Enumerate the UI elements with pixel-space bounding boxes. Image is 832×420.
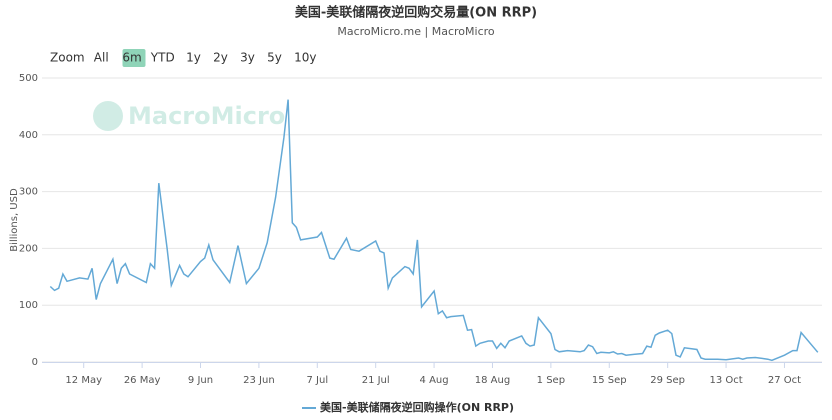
x-tick-label: 26 May [124, 375, 161, 386]
watermark-logo [93, 101, 123, 131]
x-tick-label: 7 Jul [306, 375, 328, 386]
range-button-bg [122, 49, 146, 67]
range-button[interactable]: 3y [240, 51, 255, 65]
series-line [49, 99, 819, 362]
x-tick-label: 27 Oct [768, 375, 801, 386]
x-tick-label: 23 Jun [243, 375, 275, 386]
y-tick-label: 400 [19, 130, 38, 141]
range-button[interactable]: 6m [122, 51, 141, 65]
x-tick-label: 1 Sep [537, 375, 565, 386]
range-button[interactable]: 10y [294, 51, 316, 65]
x-tick-label: 29 Sep [650, 375, 685, 386]
watermark: MacroMicro [93, 101, 285, 131]
x-tick-label: 15 Sep [592, 375, 627, 386]
y-tick-label: 300 [19, 187, 38, 198]
range-button[interactable]: YTD [150, 51, 175, 65]
zoom-label: Zoom [50, 51, 85, 65]
chart-title: 美国-美联储隔夜逆回购交易量(ON RRP) [295, 5, 537, 21]
range-button[interactable]: 2y [213, 51, 228, 65]
y-tick-label: 0 [32, 357, 38, 368]
watermark-text: MacroMicro [128, 102, 285, 130]
y-tick-label: 100 [19, 300, 38, 311]
x-tick-label: 9 Jun [188, 375, 213, 386]
legend-label[interactable]: 美国-美联储隔夜逆回购操作(ON RRP) [320, 400, 514, 414]
range-button[interactable]: All [94, 51, 109, 65]
chart-subtitle: MacroMicro.me | MacroMicro [337, 25, 495, 38]
range-button[interactable]: 5y [267, 51, 282, 65]
x-tick-label: 13 Oct [709, 375, 742, 386]
y-axis-title: Billions, USD [9, 188, 20, 252]
x-tick-label: 18 Aug [475, 375, 510, 386]
x-tick-label: 12 May [65, 375, 102, 386]
range-button[interactable]: 1y [186, 51, 201, 65]
x-tick-label: 21 Jul [362, 375, 390, 386]
y-tick-label: 200 [19, 243, 38, 254]
x-tick-label: 4 Aug [420, 375, 449, 386]
y-tick-label: 500 [19, 73, 38, 84]
